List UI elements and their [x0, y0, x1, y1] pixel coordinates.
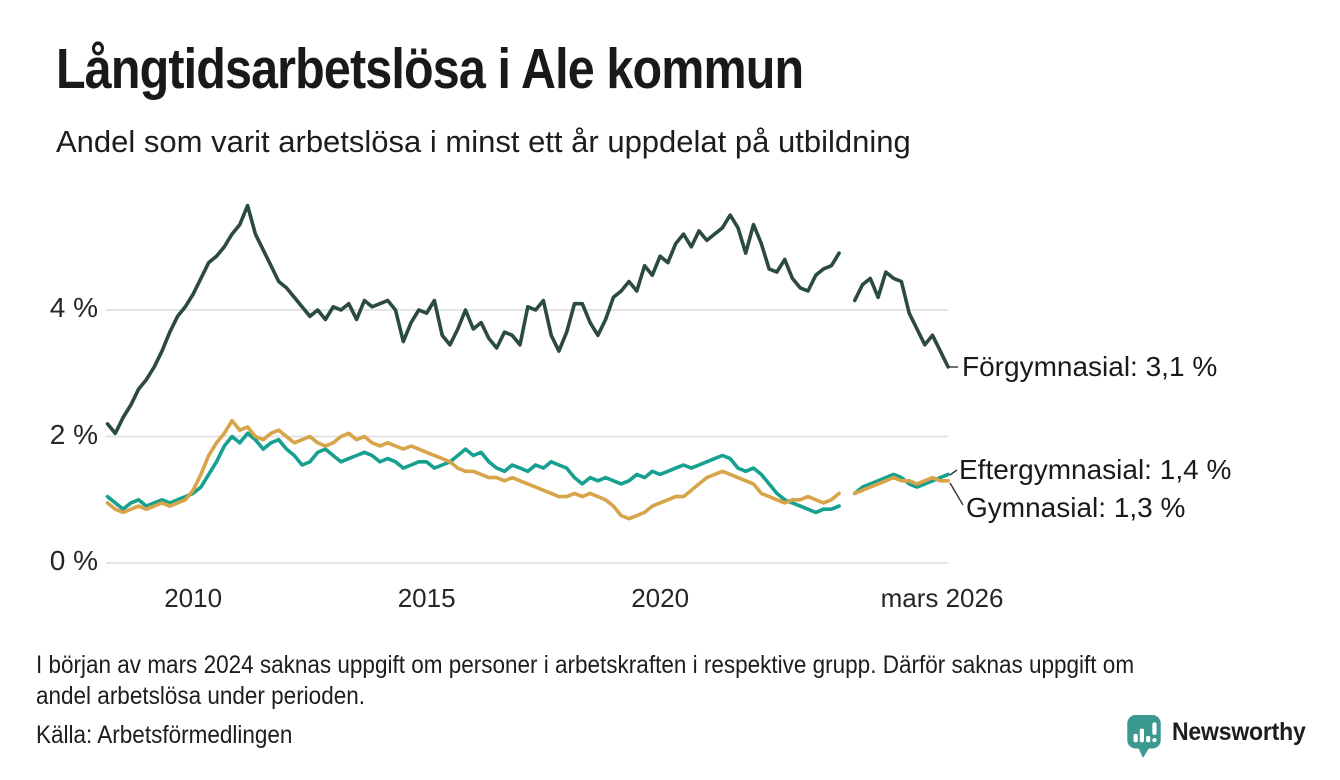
x-axis-tick-mars-2026: mars 2026 [880, 583, 1004, 613]
newsworthy-icon [1127, 715, 1161, 758]
series-label-gymnasial: Gymnasial: 1,3 % [966, 492, 1186, 523]
series-line-gymnasial [105, 418, 950, 521]
page-title: Långtidsarbetslösa i Ale kommun [56, 37, 804, 101]
footnote-line-2: andel arbetslösa under perioden. [36, 682, 365, 710]
footnote: I början av mars 2024 saknas uppgift om … [36, 650, 1251, 712]
x-axis-tick-2010: 2010 [164, 583, 223, 613]
source-line: Källa: Arbetsförmedlingen [36, 721, 293, 749]
newsworthy-logo-text: Newsworthy [1172, 718, 1306, 746]
series-line-förgymnasial [105, 203, 950, 436]
series-line-eftergymnasial [105, 431, 950, 515]
newsworthy-logo: Newsworthy [1126, 714, 1317, 760]
page-subtitle: Andel som varit arbetslösa i minst ett å… [56, 124, 911, 159]
series-label-eftergymnasial: Eftergymnasial: 1,4 % [959, 454, 1232, 485]
footnote-line-1: I början av mars 2024 saknas uppgift om … [36, 651, 1135, 679]
label-leader-2 [949, 482, 964, 506]
label-leader-1 [949, 469, 958, 476]
y-axis-tick-4: 4 % [49, 292, 98, 323]
y-axis-tick-0: 0 % [49, 545, 98, 576]
x-axis-tick-2020: 2020 [631, 583, 690, 613]
y-axis-tick-2: 2 % [49, 418, 98, 450]
series-label-forgymnasial: Förgymnasial: 3,1 % [962, 351, 1218, 382]
x-axis-tick-2015: 2015 [397, 583, 456, 613]
